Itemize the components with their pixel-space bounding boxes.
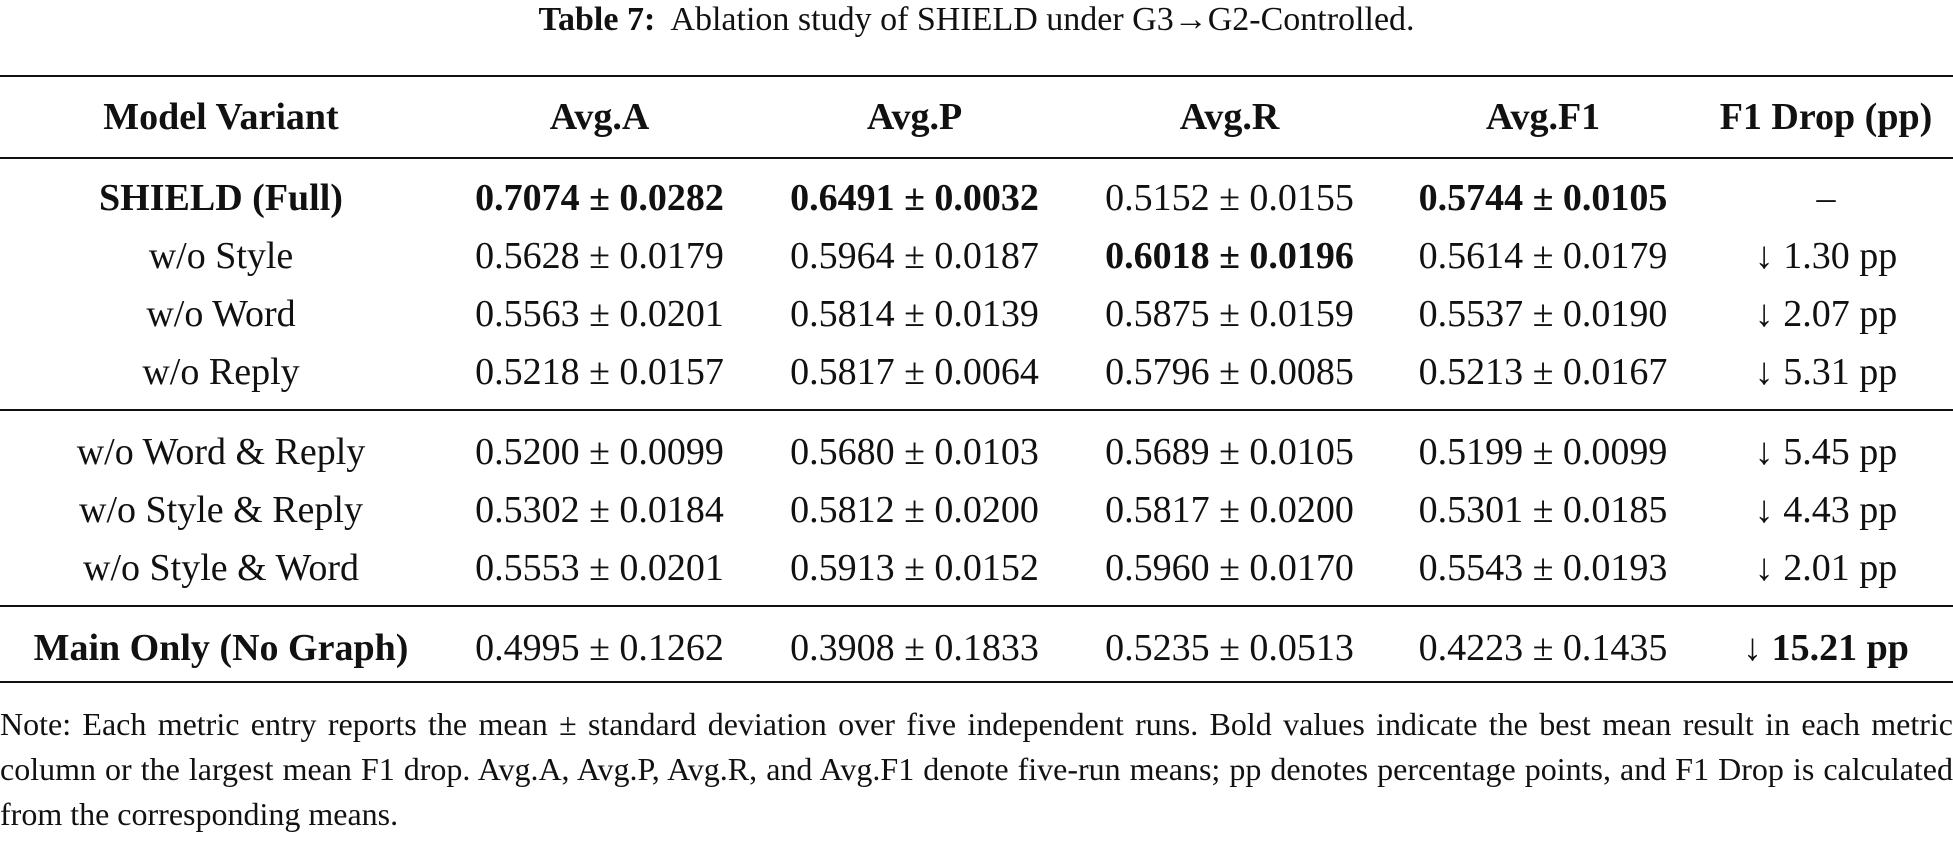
row-label: SHIELD (Full) <box>99 177 343 219</box>
cell-f1-drop: ↓ 15.21 pp <box>1699 606 1953 683</box>
cell-avg-r: 0.5689 ± 0.0105 <box>1105 431 1354 473</box>
cell-avg-p: 0.5817 ± 0.0064 <box>757 343 1072 411</box>
row-label: w/o Reply <box>0 343 442 411</box>
cell-avg-a: 0.5563 ± 0.0201 <box>475 293 724 335</box>
header-avg-a: Avg.A <box>442 75 757 159</box>
row-label: w/o Word & Reply <box>76 431 366 473</box>
cell-f1-drop: ↓ 2.07 pp <box>1754 293 1898 335</box>
cell-avg-r: 0.5796 ± 0.0085 <box>1072 343 1387 411</box>
table-row: w/o Reply 0.5218 ± 0.0157 0.5817 ± 0.006… <box>0 343 1953 411</box>
cell-avg-r: 0.5152 ± 0.0155 <box>1105 177 1354 219</box>
cell-avg-p: 0.5913 ± 0.0152 <box>757 539 1072 607</box>
cell-avg-p: 0.5814 ± 0.0139 <box>790 293 1039 335</box>
table-row: w/o Word & Reply 0.5200 ± 0.0099 0.5680 … <box>0 410 1953 481</box>
cell-avg-p: 0.5680 ± 0.0103 <box>790 431 1039 473</box>
header-avg-p: Avg.P <box>757 75 1072 159</box>
row-label: w/o Style & Word <box>0 539 442 607</box>
table-row: w/o Word 0.5563 ± 0.0201 0.5814 ± 0.0139… <box>0 285 1953 343</box>
cell-avg-r: 0.5817 ± 0.0200 <box>1105 489 1354 531</box>
cell-avg-p: 0.5812 ± 0.0200 <box>790 489 1039 531</box>
cell-avg-a: 0.7074 ± 0.0282 <box>475 177 724 219</box>
cell-f1-drop: ↓ 2.01 pp <box>1699 539 1953 607</box>
cell-f1-drop: ↓ 5.31 pp <box>1699 343 1953 411</box>
cell-avg-a: 0.5302 ± 0.0184 <box>475 489 724 531</box>
row-label: w/o Style <box>148 235 294 277</box>
caption-text: Ablation study of SHIELD under G3→G2-Con… <box>670 1 1415 38</box>
cell-avg-p: 0.6491 ± 0.0032 <box>790 177 1039 219</box>
cell-avg-f1: 0.5744 ± 0.0105 <box>1418 177 1668 219</box>
cell-avg-p: 0.5964 ± 0.0187 <box>790 235 1039 277</box>
header-model-variant: Model Variant <box>0 75 442 159</box>
table-row: w/o Style & Reply 0.5302 ± 0.0184 0.5812… <box>0 481 1953 539</box>
table-row: SHIELD (Full) 0.7074 ± 0.0282 0.6491 ± 0… <box>0 158 1953 227</box>
cell-avg-a: 0.5553 ± 0.0201 <box>442 539 757 607</box>
cell-avg-a: 0.4995 ± 0.1262 <box>442 606 757 683</box>
cell-avg-f1: 0.5199 ± 0.0099 <box>1418 431 1668 473</box>
cell-avg-f1: 0.5301 ± 0.0185 <box>1418 489 1668 531</box>
header-f1-drop: F1 Drop (pp) <box>1699 75 1953 159</box>
table-row: w/o Style 0.5628 ± 0.0179 0.5964 ± 0.018… <box>0 227 1953 285</box>
table-row: w/o Style & Word 0.5553 ± 0.0201 0.5913 … <box>0 539 1953 607</box>
cell-f1-drop: ↓ 5.45 pp <box>1754 431 1898 473</box>
cell-avg-r: 0.6018 ± 0.0196 <box>1105 235 1354 277</box>
cell-avg-a: 0.5628 ± 0.0179 <box>475 235 724 277</box>
cell-avg-r: 0.5960 ± 0.0170 <box>1072 539 1387 607</box>
header-avg-r: Avg.R <box>1072 75 1387 159</box>
row-label: w/o Word <box>146 293 296 335</box>
cell-f1-drop: ↓ 1.30 pp <box>1754 235 1898 277</box>
cell-f1-drop: – <box>1816 177 1836 219</box>
cell-avg-a: 0.5218 ± 0.0157 <box>442 343 757 411</box>
cell-avg-p: 0.3908 ± 0.1833 <box>757 606 1072 683</box>
cell-avg-r: 0.5235 ± 0.0513 <box>1072 606 1387 683</box>
table-row: Main Only (No Graph) 0.4995 ± 0.1262 0.3… <box>0 606 1953 683</box>
header-row: Model Variant Avg.A Avg.P Avg.R Avg.F1 F… <box>0 75 1953 159</box>
row-label: Main Only (No Graph) <box>0 606 442 683</box>
cell-avg-a: 0.5200 ± 0.0099 <box>475 431 724 473</box>
cell-avg-f1: 0.5614 ± 0.0179 <box>1418 235 1668 277</box>
cell-avg-f1: 0.5537 ± 0.0190 <box>1418 293 1668 335</box>
cell-avg-f1: 0.4223 ± 0.1435 <box>1387 606 1699 683</box>
row-label: w/o Style & Reply <box>79 489 363 531</box>
ablation-table: Model Variant Avg.A Avg.P Avg.R Avg.F1 F… <box>0 75 1953 683</box>
table-note: Note: Each metric entry reports the mean… <box>0 706 1953 832</box>
cell-avg-f1: 0.5213 ± 0.0167 <box>1387 343 1699 411</box>
cell-avg-f1: 0.5543 ± 0.0193 <box>1387 539 1699 607</box>
header-avg-f1: Avg.F1 <box>1387 75 1699 159</box>
table-caption: Table 7: Ablation study of SHIELD under … <box>0 0 1953 40</box>
cell-f1-drop: ↓ 4.43 pp <box>1754 489 1898 531</box>
caption-label: Table 7: <box>538 1 656 38</box>
cell-avg-r: 0.5875 ± 0.0159 <box>1105 293 1354 335</box>
